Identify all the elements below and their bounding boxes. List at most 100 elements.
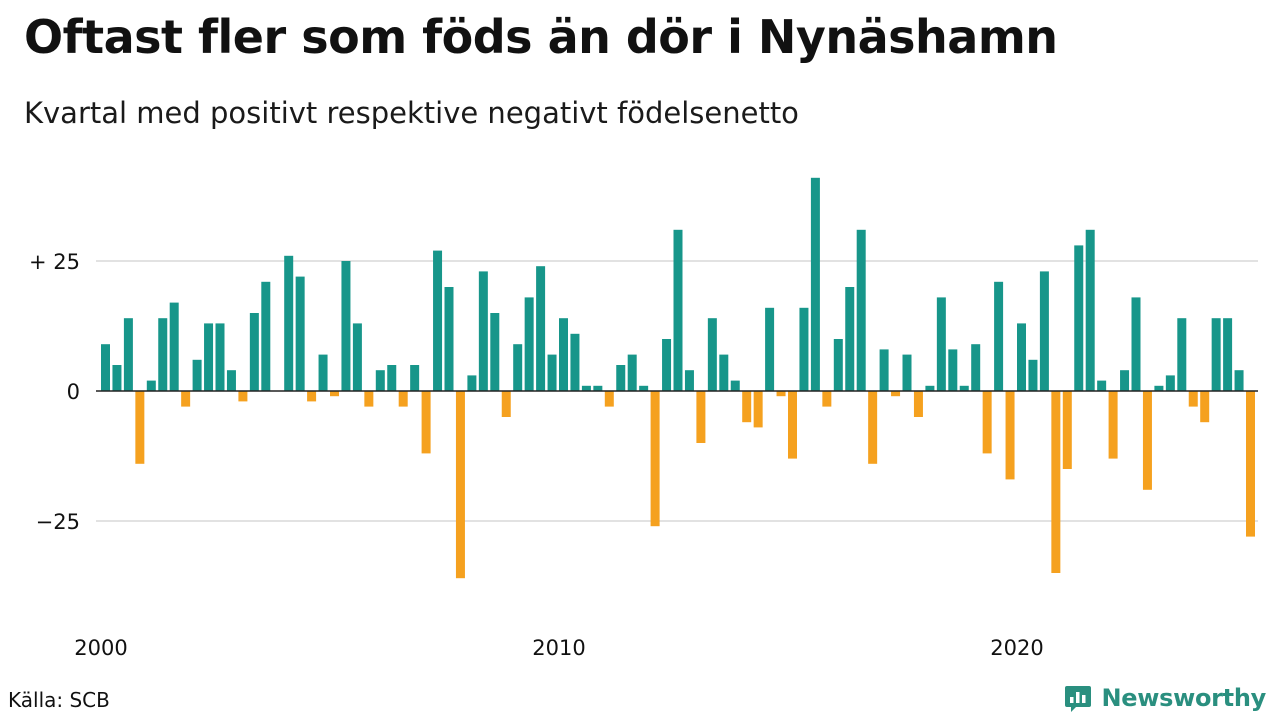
bar-2017Q1 bbox=[879, 349, 889, 391]
bar-2010Q3 bbox=[581, 385, 591, 391]
bar-2015Q2 bbox=[799, 307, 809, 391]
bar-2022Q4 bbox=[1142, 391, 1152, 490]
bar-2003Q1 bbox=[238, 391, 248, 402]
bar-2004Q1 bbox=[284, 255, 294, 391]
bar-2018Q3 bbox=[948, 349, 958, 391]
bar-2001Q1 bbox=[146, 380, 156, 391]
bar-2022Q2 bbox=[1120, 370, 1130, 391]
bar-2003Q3 bbox=[261, 281, 271, 391]
bar-2000Q2 bbox=[112, 365, 122, 391]
chart-subtitle: Kvartal med positivt respektive negativt… bbox=[24, 96, 799, 130]
bar-2006Q1 bbox=[375, 370, 385, 391]
bar-undefined bbox=[1246, 391, 1255, 537]
bar-2015Q1 bbox=[788, 391, 797, 459]
bar-2005Q2 bbox=[341, 261, 351, 391]
bar-2014Q4 bbox=[776, 391, 786, 397]
bar-2001Q3 bbox=[169, 302, 179, 391]
bar-2019Q4 bbox=[1005, 391, 1015, 480]
chart-title: Oftast fler som föds än dör i Nynäshamn bbox=[24, 10, 1058, 64]
bar-2011Q3 bbox=[627, 354, 637, 391]
bar-2019Q3 bbox=[994, 281, 1004, 391]
bar-2015Q3 bbox=[810, 177, 820, 391]
brand-logo[interactable]: Newsworthy bbox=[1063, 683, 1266, 713]
bar-2001Q4 bbox=[181, 391, 191, 407]
source-note: Källa: SCB bbox=[8, 688, 110, 712]
bar-2018Q4 bbox=[959, 385, 969, 391]
x-tick-label: 2010 bbox=[532, 636, 585, 660]
bar-2008Q3 bbox=[490, 313, 500, 391]
bar-2007Q4 bbox=[455, 391, 465, 579]
bar-2004Q2 bbox=[295, 276, 305, 391]
bar-2020Q2 bbox=[1028, 359, 1038, 391]
bar-2015Q4 bbox=[822, 391, 832, 407]
bar-2006Q4 bbox=[410, 365, 420, 391]
bar-2002Q2 bbox=[204, 323, 214, 391]
x-tick-label: 2000 bbox=[74, 636, 127, 660]
x-tick-label: 2020 bbox=[990, 636, 1043, 660]
bar-2018Q1 bbox=[925, 385, 935, 391]
bar-2011Q1 bbox=[604, 391, 614, 407]
bar-2017Q2 bbox=[891, 391, 901, 397]
bar-2016Q4 bbox=[868, 391, 878, 464]
bar-2009Q1 bbox=[513, 344, 523, 391]
bar-2021Q3 bbox=[1085, 229, 1095, 391]
bar-2012Q2 bbox=[662, 339, 672, 391]
bar-2007Q1 bbox=[421, 391, 431, 454]
bar-2012Q3 bbox=[673, 229, 683, 391]
bar-2005Q1 bbox=[330, 391, 339, 397]
bar-2019Q1 bbox=[971, 344, 981, 391]
bar-2014Q3 bbox=[765, 307, 775, 391]
bar-2008Q1 bbox=[467, 375, 477, 391]
bar-2021Q4 bbox=[1097, 380, 1107, 391]
bar-2016Q2 bbox=[845, 287, 855, 391]
bars-layer bbox=[101, 177, 1255, 579]
bar-2005Q3 bbox=[352, 323, 362, 391]
bar-2020Q1 bbox=[1017, 323, 1026, 391]
bar-2023Q4 bbox=[1188, 391, 1198, 407]
bar-2017Q4 bbox=[913, 391, 923, 417]
bar-2014Q1 bbox=[742, 391, 752, 423]
y-tick-label: 0 bbox=[67, 380, 80, 404]
bar-2000Q4 bbox=[135, 391, 145, 464]
y-tick-label: + 25 bbox=[29, 250, 80, 274]
bar-2008Q2 bbox=[478, 271, 488, 391]
bar-2022Q3 bbox=[1131, 297, 1141, 391]
bar-2010Q1 bbox=[559, 318, 568, 391]
bar-2024Q1 bbox=[1200, 391, 1210, 423]
bar-2006Q2 bbox=[387, 365, 397, 391]
bar-2024Q2 bbox=[1211, 318, 1221, 391]
bar-2016Q3 bbox=[856, 229, 866, 391]
bar-2001Q2 bbox=[158, 318, 168, 391]
bar-2009Q2 bbox=[524, 297, 534, 391]
bar-2016Q1 bbox=[833, 339, 843, 391]
bar-2009Q3 bbox=[536, 266, 546, 391]
bar-2019Q2 bbox=[982, 391, 992, 454]
bar-2020Q4 bbox=[1051, 391, 1061, 573]
bar-2024Q3 bbox=[1223, 318, 1233, 391]
bar-2023Q2 bbox=[1165, 375, 1175, 391]
bar-2022Q1 bbox=[1108, 391, 1118, 459]
bar-2007Q2 bbox=[433, 250, 443, 391]
bar-2013Q3 bbox=[719, 354, 729, 391]
bar-2021Q1 bbox=[1062, 391, 1072, 469]
bar-2009Q4 bbox=[547, 354, 557, 391]
bar-2023Q3 bbox=[1177, 318, 1187, 391]
bar-2014Q2 bbox=[753, 391, 763, 428]
bar-2021Q2 bbox=[1074, 245, 1084, 391]
bar-2004Q3 bbox=[307, 391, 317, 402]
y-tick-label: −25 bbox=[36, 510, 80, 534]
bar-2005Q4 bbox=[364, 391, 374, 407]
newsworthy-logo-icon bbox=[1065, 686, 1092, 712]
bar-2003Q2 bbox=[249, 313, 259, 391]
axis-layer: + 25 0 −25 2000 2010 2020 bbox=[29, 250, 1258, 660]
bar-2002Q1 bbox=[192, 359, 202, 391]
bar-2006Q3 bbox=[398, 391, 408, 407]
bar-2000Q3 bbox=[123, 318, 133, 391]
bar-2024Q4 bbox=[1234, 370, 1244, 391]
bar-2012Q1 bbox=[650, 391, 660, 527]
bar-2012Q4 bbox=[684, 370, 694, 391]
bar-2018Q2 bbox=[936, 297, 946, 391]
bar-2010Q2 bbox=[570, 333, 580, 391]
brand-name: Newsworthy bbox=[1101, 684, 1266, 712]
